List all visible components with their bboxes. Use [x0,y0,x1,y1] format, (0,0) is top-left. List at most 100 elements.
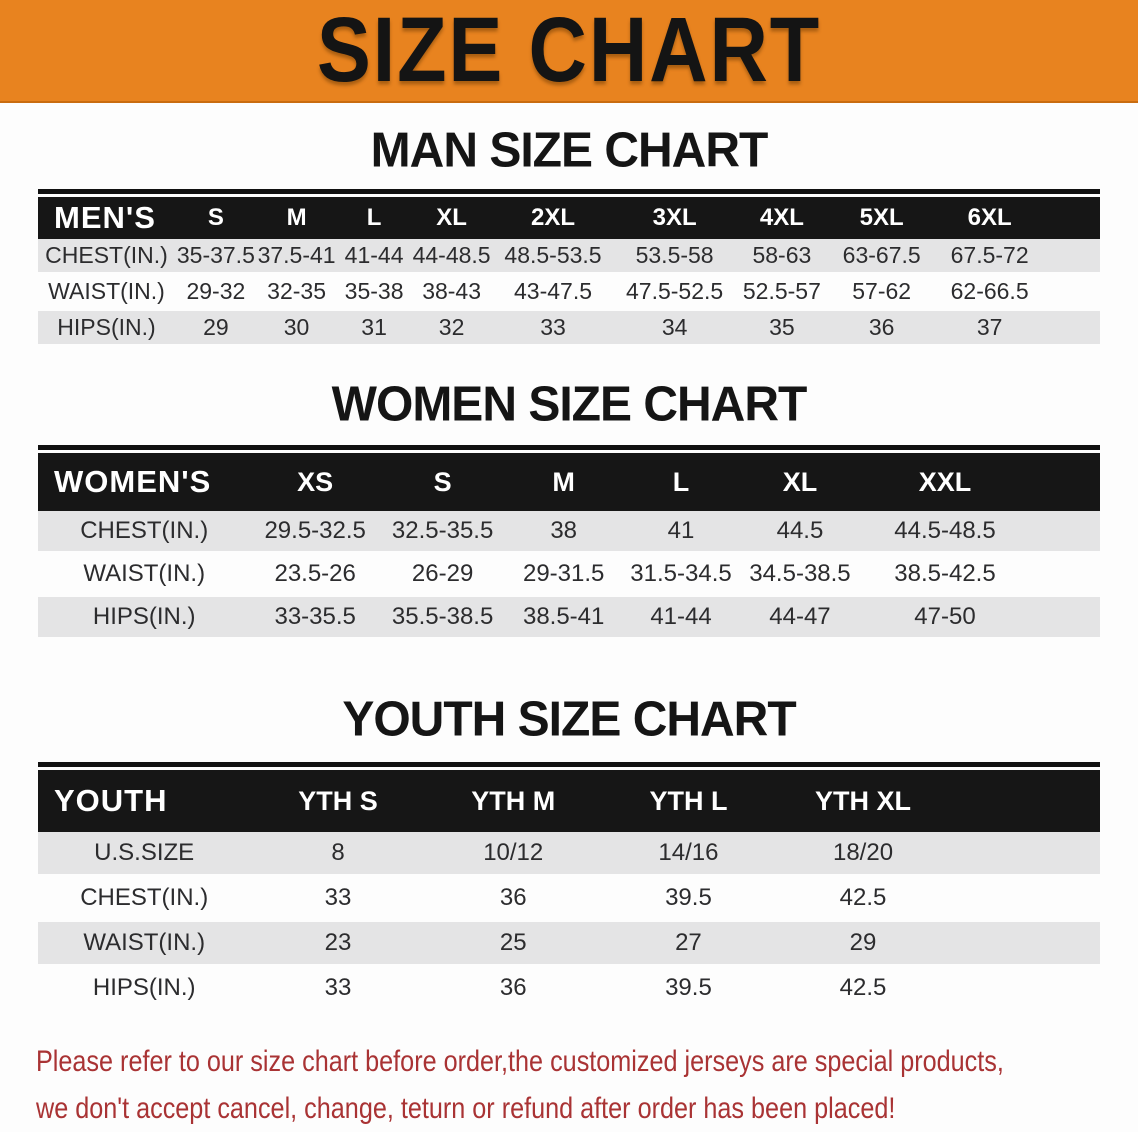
men-size-chart-heading: MAN SIZE CHART [370,123,769,178]
size-value-cell: 36 [425,967,601,1012]
row-label: WAIST(IN.) [38,554,251,597]
size-column-header: XL [411,197,492,239]
table-row: WAIST(IN.) 23.5-26 26-29 29-31.5 31.5-34.5 34… [38,554,1100,597]
size-value-cell: 36 [829,311,935,347]
youth-size-table: YOUTH YTH S YTH M YTH L YTH XL U.S.SIZE 8 10/12… [38,770,1100,1012]
women-size-chart-heading: WOMEN SIZE CHART [331,377,808,432]
size-value-cell: 30 [256,311,337,347]
table-top-border [38,762,1100,767]
youth-size-table-wrap: YOUTH YTH S YTH M YTH L YTH XL U.S.SIZE 8 10/12… [38,762,1100,1012]
size-value-cell: 26-29 [379,554,506,597]
table-row: HIPS(IN.) 29 30 31 32 33 34 35 36 37 [38,311,1100,347]
size-value-cell: 29-31.5 [505,554,623,597]
size-value-cell: 32-35 [256,275,337,311]
size-column-header: S [174,197,257,239]
men-size-table: MEN'S S M L XL 2XL 3XL 4XL 5XL 6XL CHEST(IN.) 35-37… [38,197,1100,347]
size-value-cell: 25 [425,922,601,967]
size-value-cell: 47-50 [859,597,1100,640]
size-value-cell: 38.5-42.5 [859,554,1100,597]
section-men-sizes: MAN SIZE CHART MEN'S S M L XL 2XL 3XL 4XL 5XL 6XL… [0,123,1138,347]
size-value-cell: 41-44 [336,239,412,275]
size-column-header: YTH L [600,770,777,832]
size-value-cell: 29.5-32.5 [250,511,380,554]
size-column-header: XS [250,453,380,511]
row-label: CHEST(IN.) [38,511,251,554]
size-value-cell: 63-67.5 [829,239,935,275]
header-row: MEN'S S M L XL 2XL 3XL 4XL 5XL 6XL [38,197,1100,239]
row-label: CHEST(IN.) [38,239,175,275]
size-value-cell: 34 [614,311,735,347]
row-label: HIPS(IN.) [38,311,175,347]
size-value-cell: 48.5-53.5 [491,239,615,275]
table-row: CHEST(IN.) 35-37.5 37.5-41 41-44 44-48.5 48.5… [38,239,1100,275]
size-value-cell: 43-47.5 [491,275,615,311]
size-value-cell: 29-32 [174,275,257,311]
row-label: U.S.SIZE [38,832,251,877]
size-value-cell: 32 [411,311,492,347]
size-value-cell: 31.5-34.5 [622,554,740,597]
table-top-border [38,445,1100,450]
size-column-header: YTH S [250,770,426,832]
banner: SIZE CHART [0,0,1138,103]
size-value-cell: 34.5-38.5 [739,554,860,597]
size-value-cell: 47.5-52.5 [614,275,735,311]
size-value-cell: 41-44 [622,597,740,640]
size-value-cell: 37.5-41 [256,239,337,275]
row-label: CHEST(IN.) [38,877,251,922]
size-value-cell: 39.5 [600,877,777,922]
size-value-cell: 44.5 [739,511,860,554]
size-value-cell: 35-38 [336,275,412,311]
size-value-cell: 37 [934,311,1100,347]
size-value-cell: 8 [250,832,426,877]
women-size-table-wrap: WOMEN'S XS S M L XL XXL CHEST(IN.) 29.5-32.5 32.5… [38,445,1100,640]
size-value-cell: 18/20 [776,832,1100,877]
table-corner-label: YOUTH [38,770,251,832]
table-corner-label: WOMEN'S [38,453,251,511]
size-column-header: 5XL [829,197,935,239]
size-value-cell: 57-62 [829,275,935,311]
women-size-table: WOMEN'S XS S M L XL XXL CHEST(IN.) 29.5-32.5 32.5… [38,453,1100,640]
size-value-cell: 23 [250,922,426,967]
size-value-cell: 38 [505,511,623,554]
size-value-cell: 27 [600,922,777,967]
size-value-cell: 32.5-35.5 [379,511,506,554]
banner-title: SIZE CHART [316,0,822,101]
size-value-cell: 14/16 [600,832,777,877]
size-value-cell: 52.5-57 [734,275,830,311]
youth-size-chart-heading: YOUTH SIZE CHART [342,692,796,747]
size-value-cell: 10/12 [425,832,601,877]
footer-note: Please refer to our size chart before or… [0,1038,1138,1132]
header-row: YOUTH YTH S YTH M YTH L YTH XL [38,770,1100,832]
size-column-header: XL [739,453,860,511]
size-value-cell: 23.5-26 [250,554,380,597]
section-women-sizes: WOMEN SIZE CHART WOMEN'S XS S M L XL XXL CHEST(… [0,377,1138,640]
row-label: HIPS(IN.) [38,967,251,1012]
size-column-header: 6XL [934,197,1100,239]
size-column-header: M [505,453,623,511]
row-label: WAIST(IN.) [38,275,175,311]
size-column-header: L [622,453,740,511]
table-top-border [38,189,1100,194]
size-value-cell: 33 [250,967,426,1012]
table-row: WAIST(IN.) 29-32 32-35 35-38 38-43 43-47.5 47.… [38,275,1100,311]
size-value-cell: 44-47 [739,597,860,640]
table-row: HIPS(IN.) 33 36 39.5 42.5 [38,967,1100,1012]
row-label: WAIST(IN.) [38,922,251,967]
size-value-cell: 31 [336,311,412,347]
size-value-cell: 53.5-58 [614,239,735,275]
size-value-cell: 67.5-72 [934,239,1100,275]
size-column-header: 2XL [491,197,615,239]
table-row: CHEST(IN.) 29.5-32.5 32.5-35.5 38 41 44.5 44.5… [38,511,1100,554]
size-value-cell: 33 [250,877,426,922]
size-value-cell: 44-48.5 [411,239,492,275]
table-row: HIPS(IN.) 33-35.5 35.5-38.5 38.5-41 41-44 44-… [38,597,1100,640]
size-value-cell: 33 [491,311,615,347]
men-size-table-wrap: MEN'S S M L XL 2XL 3XL 4XL 5XL 6XL CHEST(IN.) 35-37… [38,189,1100,347]
size-value-cell: 35 [734,311,830,347]
table-row: CHEST(IN.) 33 36 39.5 42.5 [38,877,1100,922]
note-line-1: Please refer to our size chart before or… [36,1045,1004,1078]
size-value-cell: 42.5 [776,967,1100,1012]
size-value-cell: 39.5 [600,967,777,1012]
size-value-cell: 58-63 [734,239,830,275]
